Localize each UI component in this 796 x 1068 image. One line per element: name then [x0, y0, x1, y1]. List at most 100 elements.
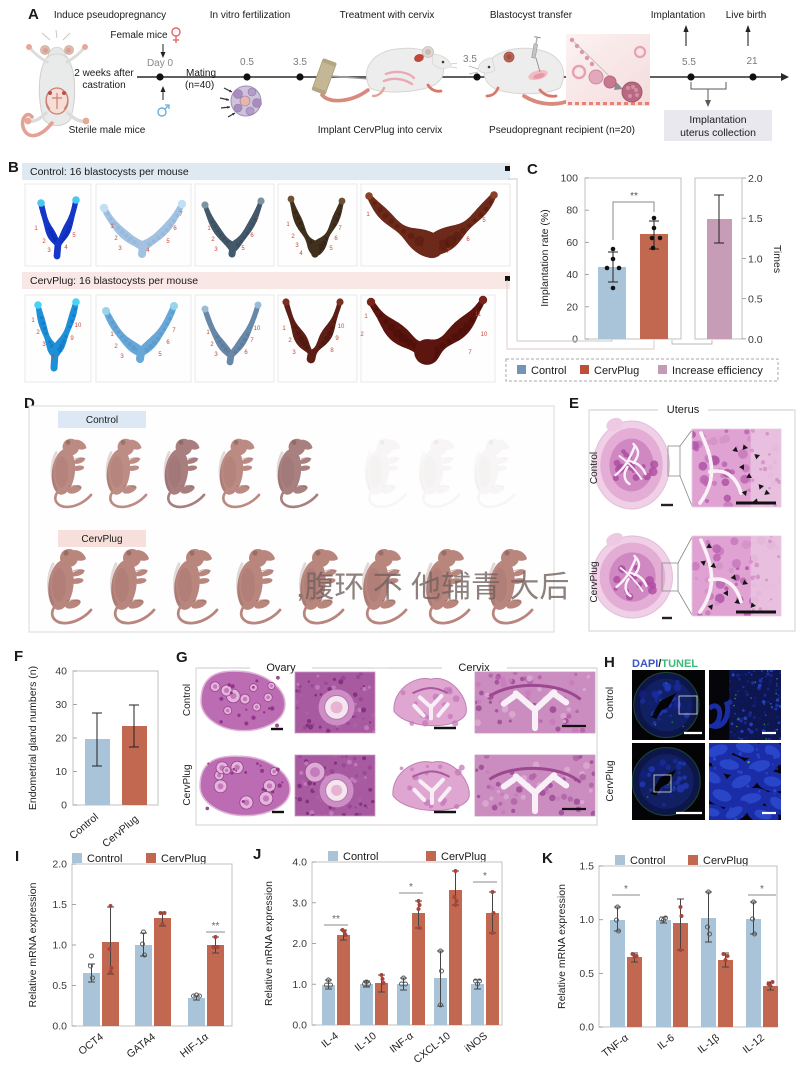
svg-text:G: G	[176, 649, 188, 666]
svg-text:Control: Control	[589, 452, 600, 484]
svg-text:Control: Control	[86, 415, 118, 426]
svg-text:(n=40): (n=40)	[185, 80, 214, 91]
svg-text:2: 2	[291, 234, 295, 240]
svg-text:Control: Control	[630, 855, 665, 867]
svg-text:6: 6	[173, 226, 177, 232]
svg-text:3.5: 3.5	[463, 54, 477, 65]
svg-text:Endometrial gland numbers (n): Endometrial gland numbers (n)	[27, 666, 39, 810]
svg-text:0.5: 0.5	[240, 57, 254, 68]
svg-text:5: 5	[329, 246, 333, 252]
svg-text:2 weeks after: 2 weeks after	[74, 68, 134, 79]
svg-text:Implantation: Implantation	[689, 114, 746, 126]
svg-text:CervPlug: 16 blastocysts per m: CervPlug: 16 blastocysts per mouse	[30, 275, 198, 287]
svg-text:H: H	[604, 654, 615, 671]
svg-text:A: A	[28, 6, 39, 23]
svg-text:2: 2	[360, 332, 364, 338]
svg-text:1: 1	[31, 318, 35, 324]
svg-text:F: F	[14, 648, 23, 665]
svg-text:7: 7	[446, 249, 450, 255]
svg-text:1.0: 1.0	[292, 979, 307, 991]
svg-text:2.0: 2.0	[52, 859, 67, 871]
svg-text:5.5: 5.5	[682, 57, 696, 68]
svg-text:60: 60	[566, 237, 578, 249]
svg-text:1.5: 1.5	[52, 899, 67, 911]
svg-text:Day 0: Day 0	[147, 58, 174, 69]
svg-text:In vitro fertilization: In vitro fertilization	[210, 10, 291, 21]
svg-text:6: 6	[466, 237, 470, 243]
svg-text:Uterus: Uterus	[667, 404, 700, 416]
svg-text:0.5: 0.5	[52, 980, 67, 992]
svg-text:D: D	[24, 395, 35, 412]
svg-text:I: I	[15, 848, 19, 865]
svg-text:Times: Times	[771, 245, 783, 273]
svg-text:*: *	[409, 882, 413, 893]
svg-text:0.5: 0.5	[748, 294, 763, 306]
svg-text:3: 3	[214, 352, 218, 358]
svg-text:7: 7	[250, 338, 254, 344]
svg-text:10: 10	[55, 766, 67, 778]
svg-text:2: 2	[36, 330, 40, 336]
svg-text:Ovary: Ovary	[266, 662, 296, 674]
svg-text:0.0: 0.0	[292, 1020, 307, 1032]
svg-text:uterus collection: uterus collection	[680, 127, 756, 139]
svg-text:6: 6	[250, 233, 254, 239]
svg-text:3: 3	[295, 243, 299, 249]
svg-text:Control: Control	[531, 365, 566, 377]
svg-text:20: 20	[55, 733, 67, 745]
svg-text:Live birth: Live birth	[726, 10, 767, 21]
svg-text:6: 6	[334, 236, 338, 242]
svg-text:Relative mRNA expression: Relative mRNA expression	[556, 884, 568, 1009]
svg-text:**: **	[332, 914, 340, 925]
svg-text:*: *	[624, 884, 628, 895]
svg-text:40: 40	[566, 269, 578, 281]
svg-text:CervPlug: CervPlug	[182, 764, 193, 805]
svg-text:8: 8	[330, 348, 334, 354]
svg-text:9: 9	[70, 336, 74, 342]
svg-text:2: 2	[288, 338, 292, 344]
svg-text:Female mice: Female mice	[110, 30, 168, 41]
svg-text:Mating: Mating	[186, 68, 216, 79]
svg-text:1.5: 1.5	[579, 861, 594, 873]
svg-text:5: 5	[166, 239, 170, 245]
svg-text:40: 40	[55, 666, 67, 678]
svg-text:1.0: 1.0	[579, 914, 594, 926]
svg-text:3: 3	[42, 342, 46, 348]
svg-text:CervPlug: CervPlug	[594, 365, 639, 377]
svg-text:1: 1	[286, 222, 290, 228]
svg-text:Control: Control	[605, 687, 616, 719]
svg-text:4.0: 4.0	[292, 857, 307, 869]
svg-text:1: 1	[110, 224, 114, 230]
svg-text:1: 1	[207, 226, 211, 232]
svg-text:CervPlug: CervPlug	[81, 534, 122, 545]
svg-text:CervPlug: CervPlug	[161, 853, 206, 865]
svg-text:3: 3	[214, 247, 218, 253]
svg-text:Blastocyst transfer: Blastocyst transfer	[490, 10, 573, 21]
svg-text:3: 3	[120, 354, 124, 360]
svg-text:0.0: 0.0	[52, 1021, 67, 1033]
svg-text:5: 5	[241, 246, 245, 252]
svg-text:**: **	[212, 921, 220, 932]
svg-text:1.0: 1.0	[52, 940, 67, 952]
svg-text:K: K	[542, 850, 553, 867]
svg-text:3: 3	[118, 246, 122, 252]
svg-text:DAPI/TUNEL: DAPI/TUNEL	[632, 658, 698, 670]
svg-text:Pseudopregnant recipient (n=20: Pseudopregnant recipient (n=20)	[489, 125, 635, 136]
svg-text:2.0: 2.0	[748, 173, 763, 185]
svg-text:Induce pseudopregnancy: Induce pseudopregnancy	[54, 10, 166, 21]
svg-text:10: 10	[338, 324, 345, 330]
svg-text:Control: 16 blastocysts per mo: Control: 16 blastocysts per mouse	[30, 166, 189, 178]
svg-text:Control: Control	[182, 684, 193, 716]
svg-text:1: 1	[366, 212, 370, 218]
svg-text:Cervix: Cervix	[458, 662, 490, 674]
svg-text:21: 21	[746, 56, 758, 67]
svg-text:1: 1	[110, 332, 114, 338]
svg-text:Sterile male mice: Sterile male mice	[69, 125, 146, 136]
svg-text:0.0: 0.0	[748, 334, 763, 346]
svg-text:10: 10	[254, 326, 261, 332]
svg-text:5: 5	[158, 352, 162, 358]
svg-text:9: 9	[335, 336, 339, 342]
svg-text:J: J	[253, 846, 261, 863]
svg-text:Control: Control	[87, 853, 122, 865]
svg-text:2: 2	[114, 236, 118, 242]
svg-text:Increase efficiency: Increase efficiency	[672, 365, 763, 377]
